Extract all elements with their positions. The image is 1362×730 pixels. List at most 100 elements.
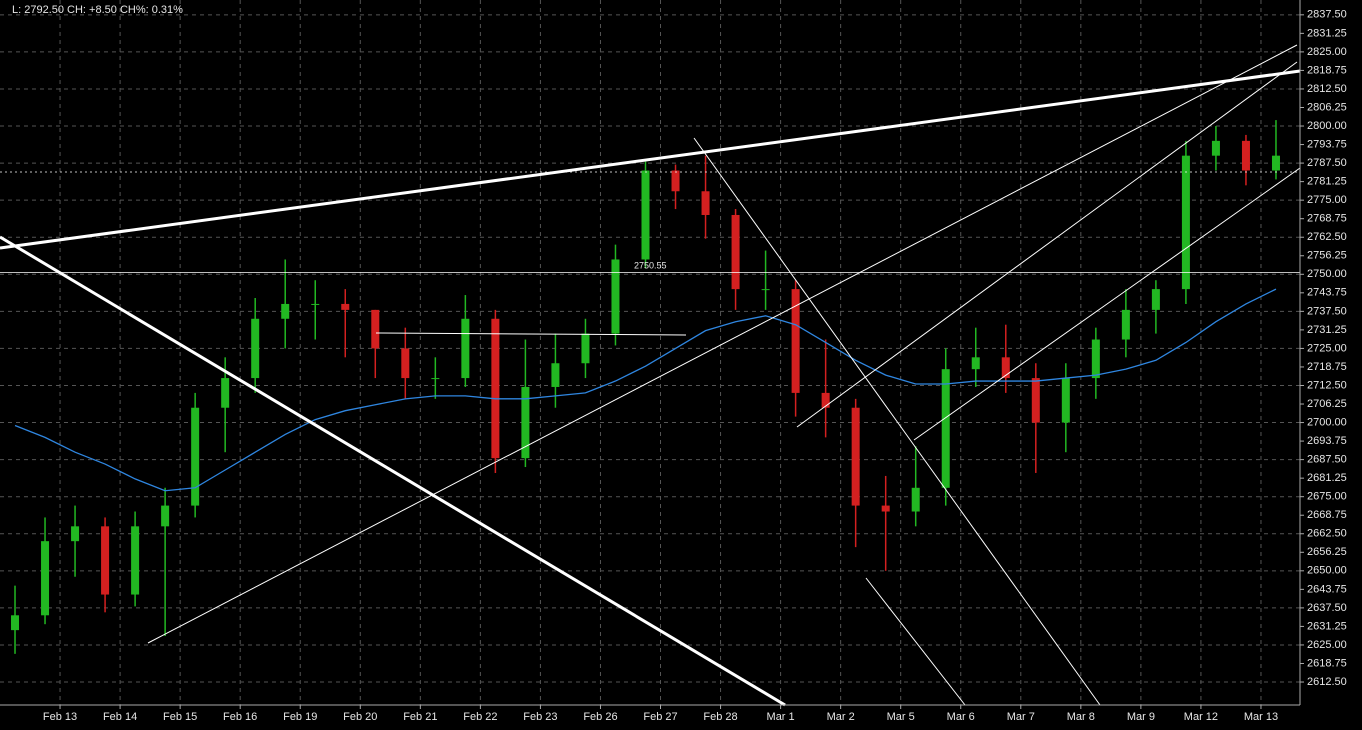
candle-body	[101, 526, 110, 595]
candle-body	[41, 541, 50, 616]
y-tick-label: 2781.25	[1307, 176, 1347, 188]
y-tick-label: 2668.75	[1307, 509, 1347, 521]
grid	[0, 0, 1300, 705]
y-tick-label: 2625.00	[1307, 639, 1347, 651]
x-tick-label: Mar 5	[887, 711, 915, 723]
candle-body	[911, 487, 920, 512]
x-tick-label: Mar 6	[947, 711, 975, 723]
trendline	[913, 167, 1301, 441]
y-tick-label: 2812.50	[1307, 83, 1347, 95]
x-tick-label: Feb 28	[703, 711, 737, 723]
axes: 2612.50 2618.75 2625.00 2631.25 2637.50 2643.…	[43, 9, 1347, 723]
candle-body	[821, 392, 830, 408]
candle-body	[1061, 378, 1070, 423]
candle-body	[1091, 339, 1100, 379]
candle-body	[761, 289, 770, 291]
candle-body	[131, 526, 140, 595]
candle-body	[281, 303, 290, 319]
y-tick-label: 2712.50	[1307, 379, 1347, 391]
y-tick-label: 2675.00	[1307, 491, 1347, 503]
candle-body	[191, 407, 200, 506]
candle-body	[11, 615, 20, 631]
candle-body	[641, 170, 650, 260]
candle-body	[521, 386, 530, 459]
trendline	[693, 137, 1101, 706]
y-tick-label: 2681.25	[1307, 472, 1347, 484]
candle-body	[401, 348, 410, 379]
moving-average	[14, 288, 1277, 492]
candle-body	[1001, 357, 1010, 379]
x-tick-label: Feb 14	[103, 711, 137, 723]
candle-body	[431, 378, 440, 380]
candle-body	[1181, 155, 1190, 290]
y-tick-label: 2700.00	[1307, 416, 1347, 428]
candle-body	[1121, 309, 1130, 340]
y-tick-label: 2756.25	[1307, 250, 1347, 262]
candle-body	[371, 309, 380, 349]
candle-body	[551, 363, 560, 387]
candle-body	[341, 303, 350, 310]
x-tick-label: Mar 1	[767, 711, 795, 723]
y-tick-label: 2612.50	[1307, 676, 1347, 688]
x-tick-label: Feb 19	[283, 711, 317, 723]
candle-body	[971, 357, 980, 370]
plot	[11, 120, 1280, 654]
y-tick-label: 2825.00	[1307, 46, 1347, 58]
x-tick-label: Feb 27	[643, 711, 677, 723]
line-label: 2750.55	[634, 260, 667, 270]
y-tick-label: 2743.75	[1307, 287, 1347, 299]
x-tick-label: Feb 26	[583, 711, 617, 723]
y-tick-label: 2831.25	[1307, 27, 1347, 39]
y-tick-label: 2618.75	[1307, 657, 1347, 669]
x-tick-label: Mar 13	[1244, 711, 1278, 723]
x-tick-label: Mar 12	[1184, 711, 1218, 723]
x-tick-label: Feb 23	[523, 711, 557, 723]
y-tick-label: 2643.75	[1307, 583, 1347, 595]
candle-body	[1271, 155, 1280, 171]
x-tick-label: Mar 7	[1007, 711, 1035, 723]
y-tick-label: 2787.50	[1307, 157, 1347, 169]
y-tick-label: 2650.00	[1307, 565, 1347, 577]
x-tick-label: Mar 9	[1127, 711, 1155, 723]
y-tick-label: 2637.50	[1307, 602, 1347, 614]
y-tick-label: 2837.50	[1307, 9, 1347, 21]
candle-body	[71, 526, 80, 542]
y-tick-label: 2687.50	[1307, 454, 1347, 466]
y-tick-label: 2737.50	[1307, 305, 1347, 317]
candle-body	[221, 378, 230, 408]
y-tick-label: 2793.75	[1307, 138, 1347, 150]
trendline	[0, 69, 1301, 250]
y-tick-label: 2662.50	[1307, 528, 1347, 540]
y-tick-label: 2800.00	[1307, 120, 1347, 132]
y-tick-label: 2693.75	[1307, 435, 1347, 447]
x-tick-label: Feb 16	[223, 711, 257, 723]
candle-body	[671, 170, 680, 192]
x-tick-label: Feb 13	[43, 711, 77, 723]
y-tick-label: 2762.50	[1307, 231, 1347, 243]
y-tick-label: 2818.75	[1307, 64, 1347, 76]
candle-body	[1211, 140, 1220, 156]
y-tick-label: 2656.25	[1307, 546, 1347, 558]
x-tick-label: Feb 20	[343, 711, 377, 723]
candle-body	[731, 214, 740, 290]
candle-body	[461, 318, 470, 379]
candle-body	[791, 289, 800, 393]
candle-body	[1151, 289, 1160, 310]
y-tick-label: 2631.25	[1307, 620, 1347, 632]
x-tick-label: Feb 15	[163, 711, 197, 723]
candle-body	[701, 191, 710, 215]
x-tick-label: Feb 22	[463, 711, 497, 723]
candle-body	[1241, 140, 1250, 171]
candle-body	[251, 318, 260, 379]
candle-body	[1031, 378, 1040, 423]
y-tick-label: 2768.75	[1307, 213, 1347, 225]
candle-body	[581, 333, 590, 364]
y-tick-label: 2718.75	[1307, 361, 1347, 373]
y-tick-label: 2775.00	[1307, 194, 1347, 206]
info-text: L: 2792.50 CH: +8.50 CH%: 0.31%	[12, 4, 183, 16]
candle-body	[851, 407, 860, 506]
candle-body	[941, 369, 950, 488]
